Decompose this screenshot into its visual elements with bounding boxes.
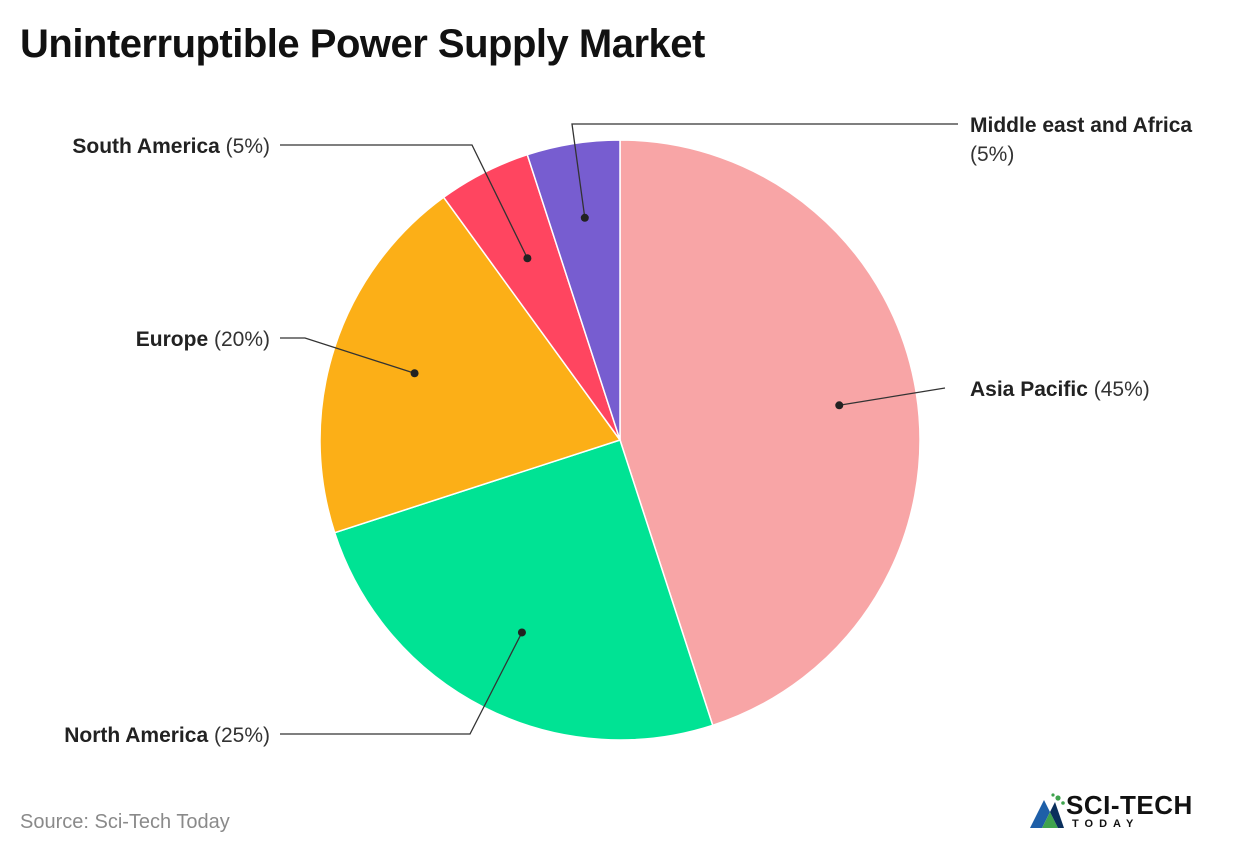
leader-lines bbox=[280, 123, 958, 735]
slice-label-value: (45%) bbox=[1088, 378, 1150, 401]
slice-label-name: Europe bbox=[136, 328, 208, 351]
leader-line bbox=[839, 387, 946, 406]
slice-label: Asia Pacific (45%) bbox=[970, 378, 1150, 401]
slice-label-name: Asia Pacific bbox=[970, 378, 1088, 401]
leader-line bbox=[280, 632, 523, 735]
source-note: Source: Sci-Tech Today bbox=[20, 811, 230, 833]
slice-label: Europe (20%) bbox=[136, 328, 270, 351]
logo-tagline: TODAY bbox=[1072, 818, 1140, 830]
chart-title: Uninterruptible Power Supply Market bbox=[20, 22, 705, 66]
logo-brand: SCI-TECH bbox=[1066, 790, 1193, 820]
slice-label-value: (5%) bbox=[970, 143, 1014, 166]
leader-dot bbox=[580, 213, 589, 222]
leader-line bbox=[280, 337, 415, 374]
slice-label: Middle east and Africa (5%) bbox=[970, 114, 1192, 166]
slice-label: North America (25%) bbox=[64, 724, 270, 747]
leader-dot bbox=[835, 401, 844, 410]
leader-dot bbox=[523, 254, 532, 263]
leader-line bbox=[280, 144, 528, 259]
leader-dot bbox=[410, 369, 419, 378]
slice-label-value: (25%) bbox=[208, 724, 270, 747]
leader-line bbox=[571, 123, 958, 218]
slice-label-value: (20%) bbox=[208, 328, 270, 351]
logo-mark-icon bbox=[1030, 793, 1065, 828]
slice-label: South America (5%) bbox=[72, 135, 270, 158]
slice-labels: Asia Pacific (45%) North America (25%) Eur… bbox=[64, 114, 1192, 747]
slice-label-name: Middle east and Africa bbox=[970, 114, 1192, 137]
pie-slice-middle-east-and-africa bbox=[526, 139, 621, 441]
leader-dot bbox=[517, 628, 526, 637]
slice-label-value: (5%) bbox=[220, 135, 270, 158]
pie-slices bbox=[319, 139, 921, 741]
slice-label-name: South America bbox=[72, 135, 220, 158]
slice-label-name: North America bbox=[64, 724, 208, 747]
sci-tech-logo: SCI-TECH TODAY bbox=[1028, 790, 1208, 834]
